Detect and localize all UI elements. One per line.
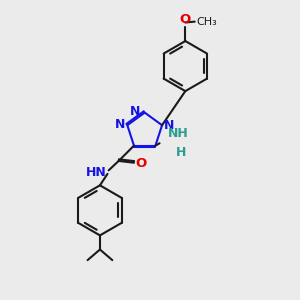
Text: N: N [115, 118, 126, 131]
Text: O: O [180, 13, 191, 26]
Text: N: N [130, 105, 141, 118]
Text: H: H [176, 146, 186, 159]
Text: NH: NH [168, 127, 188, 140]
Text: CH₃: CH₃ [196, 16, 217, 27]
Text: N: N [164, 119, 174, 132]
Text: O: O [135, 157, 147, 170]
Text: HN: HN [85, 166, 106, 178]
